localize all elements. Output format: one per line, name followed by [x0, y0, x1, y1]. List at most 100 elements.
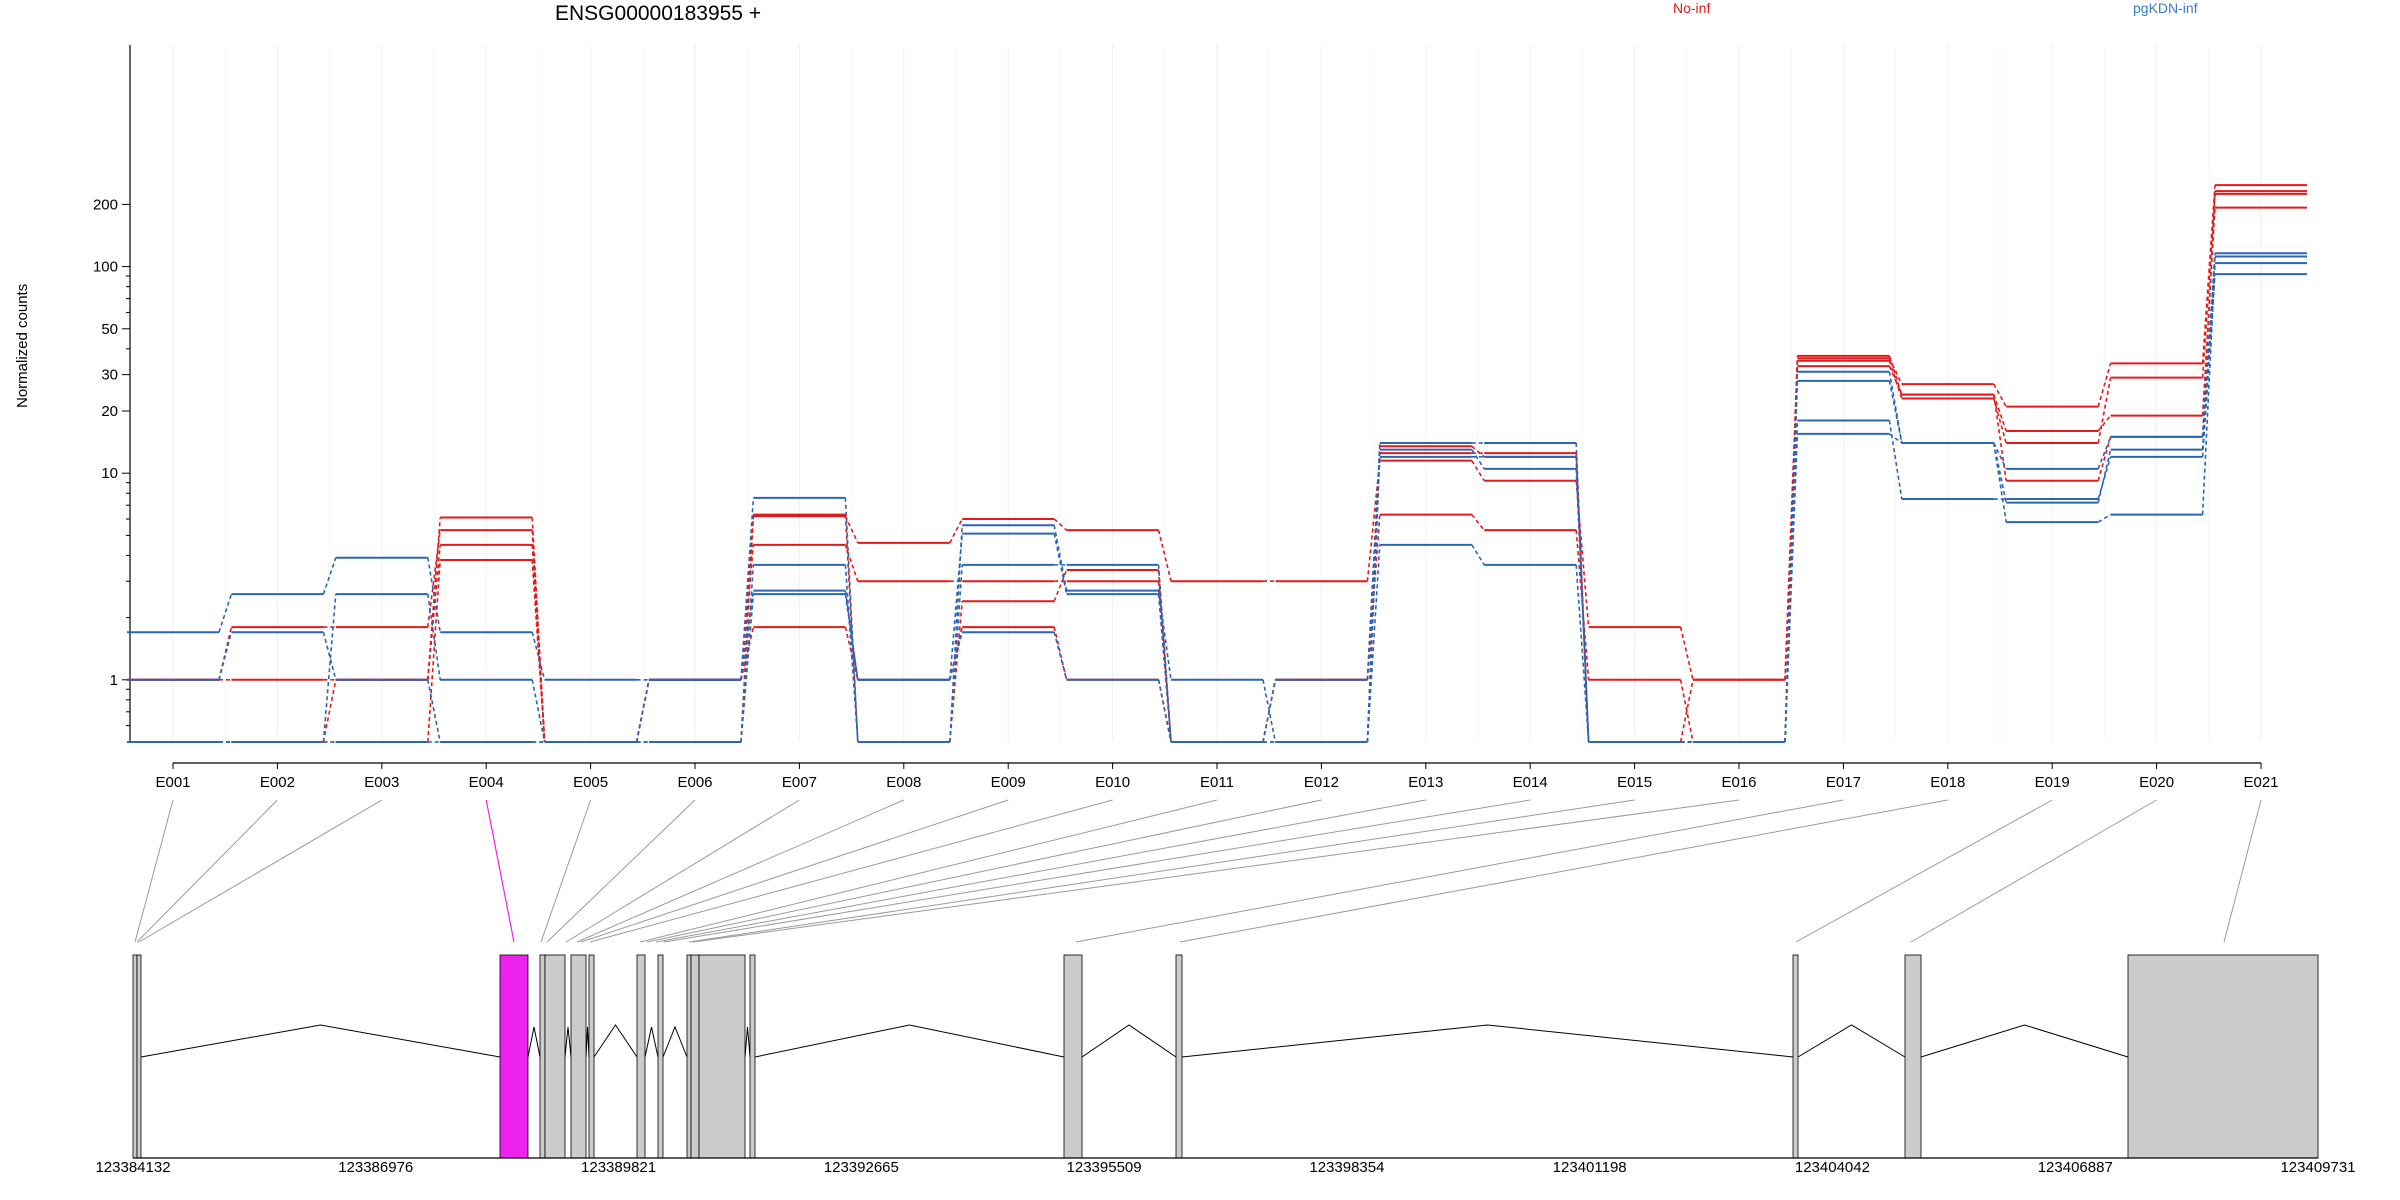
exon-box [539, 954, 546, 1159]
connector-segment [1053, 626, 1068, 680]
connector-segment [2201, 274, 2216, 457]
connector-segment [740, 590, 755, 680]
y-tick-label: 50 [101, 321, 118, 338]
connector-segment [1679, 679, 1694, 743]
intron-line [744, 1026, 751, 1058]
intron-line [754, 1024, 1065, 1058]
exon-box [588, 954, 595, 1159]
connector-segment [1366, 544, 1381, 743]
exon-connector [692, 799, 1740, 943]
exon-box [1792, 954, 1799, 1159]
connector-segment [740, 594, 755, 743]
exon-connector [546, 799, 696, 943]
legend-pgkdn-inf: pgKDN-inf [2133, 0, 2198, 16]
connector-segment [427, 593, 441, 680]
exon-box [570, 954, 587, 1159]
connector-segment [2201, 193, 2216, 378]
exon-box [1175, 954, 1183, 1159]
connector-segment [1888, 371, 1903, 444]
connector-segment [1157, 564, 1172, 743]
genome-coordinate-label: 123409731 [2280, 1159, 2355, 1176]
connector-segment [740, 497, 755, 680]
connector-segment [949, 564, 963, 743]
exon-connector [646, 799, 1322, 943]
exon-box [686, 954, 692, 1159]
exon-connector [655, 799, 1426, 943]
connector-segment [2097, 415, 2112, 432]
genome-coordinate-label: 123404042 [1795, 1159, 1870, 1176]
connector-segment [531, 679, 546, 743]
exon-connector [1910, 799, 2157, 943]
connector-segment [2097, 363, 2112, 407]
x-tick-label: E009 [991, 774, 1026, 791]
exon-connector [639, 799, 1218, 943]
connector-segment [1993, 394, 2007, 481]
connector-segment [1888, 357, 1903, 385]
connector-segment [1993, 398, 2007, 444]
intron-line [585, 1026, 590, 1058]
y-tick-label: 200 [93, 196, 118, 213]
exon-box [698, 954, 746, 1159]
connector-segment [1157, 590, 1172, 680]
exon-connector [576, 799, 904, 943]
exon-connector [1795, 799, 2053, 943]
connector-segment [1366, 456, 1381, 743]
connector-segment [1575, 456, 1590, 743]
connector-segment [1888, 420, 1903, 500]
exon-box [749, 954, 756, 1159]
genome-coordinate-label: 123406887 [2038, 1159, 2113, 1176]
connector-segment [2097, 513, 2112, 523]
genome-coordinate-label: 123384132 [95, 1159, 170, 1176]
exon-box [690, 954, 700, 1159]
connector-segment [2097, 436, 2112, 470]
connector-segment [1053, 569, 1068, 602]
x-tick-label: E010 [1095, 774, 1130, 791]
connector-segment [949, 533, 963, 680]
highlighted-connector [485, 799, 515, 943]
intron-line [564, 1026, 572, 1058]
connector-segment [427, 517, 441, 680]
grid-lines [172, 45, 2262, 742]
genome-coordinate-label: 123395509 [1067, 1159, 1142, 1176]
connector-segment [1679, 626, 1694, 680]
exon-connector [138, 799, 383, 943]
genome-coordinate-label: 123386976 [338, 1159, 413, 1176]
series-lines [127, 184, 2307, 743]
connector-segment [427, 679, 441, 743]
connector-segment [1471, 460, 1485, 482]
x-tick-label: E004 [469, 774, 504, 791]
connector-segment [1157, 679, 1172, 743]
x-tick-label: E006 [677, 774, 712, 791]
chart-title: ENSG00000183955 + [555, 2, 762, 25]
exon-box [1904, 954, 1922, 1159]
x-tick-label: E013 [1408, 774, 1443, 791]
connector-segment [635, 679, 650, 743]
genome-coordinate-label: 123398354 [1309, 1159, 1384, 1176]
x-tick-label: E021 [2243, 774, 2278, 791]
intron-line [527, 1026, 541, 1058]
exon-box [657, 954, 664, 1159]
x-tick-label: E014 [1513, 774, 1548, 791]
connector-segment [427, 557, 441, 633]
connector-segment [1993, 442, 2007, 523]
intron-line [1181, 1024, 1794, 1058]
connector-segment [2097, 449, 2112, 503]
connector-segment [1471, 544, 1485, 566]
x-tick-label: E001 [155, 774, 190, 791]
y-tick-label: 10 [101, 465, 118, 482]
exon-box [1063, 954, 1083, 1159]
y-tick-label: 20 [101, 403, 118, 420]
intron-line [1081, 1024, 1177, 1058]
connector-segment [531, 517, 546, 743]
exon-connector [589, 799, 1113, 943]
legend-no-inf: No-inf [1673, 0, 1711, 16]
x-tick-label: E017 [1826, 774, 1861, 791]
connector-segment [1471, 449, 1485, 470]
exon-box [136, 954, 142, 1159]
exon-connector [2223, 799, 2262, 943]
highlighted-exon [499, 954, 529, 1159]
connector-segment [1888, 365, 1903, 395]
exon-connector [565, 799, 800, 943]
x-tick-label: E007 [782, 774, 817, 791]
